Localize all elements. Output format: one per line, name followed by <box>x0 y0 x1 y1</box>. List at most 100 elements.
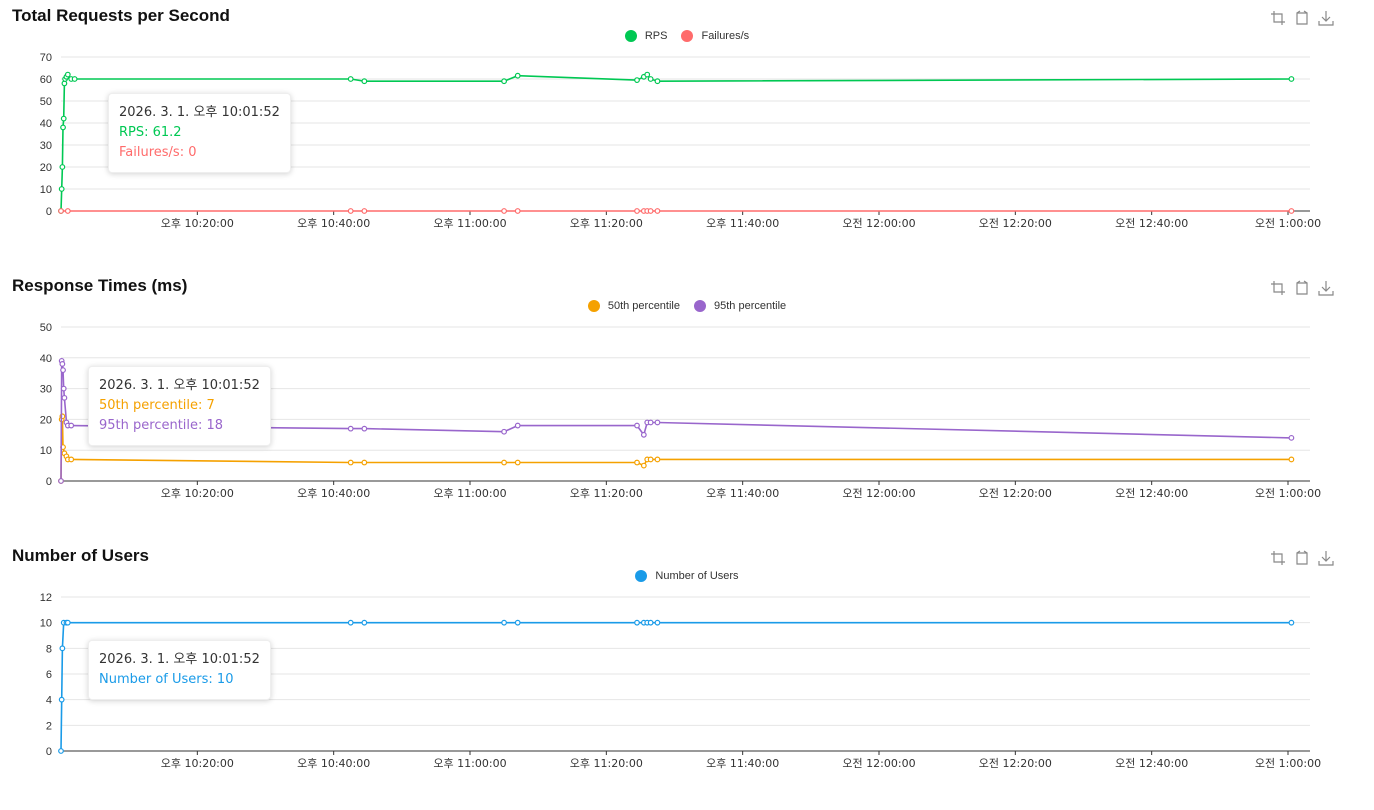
chart-title: Number of Users <box>12 546 149 565</box>
data-point <box>647 208 654 214</box>
tooltip-title: 2026. 3. 1. 오후 10:01:52 <box>99 652 260 667</box>
chart-legend: RPS Failures/s <box>0 30 1374 42</box>
y-tick-label: 10 <box>40 184 52 196</box>
data-point <box>654 619 661 626</box>
data-point <box>347 619 354 626</box>
x-tick-label: 오전 1:00:00 <box>1255 217 1321 230</box>
data-point <box>347 459 354 466</box>
data-point <box>654 419 661 426</box>
data-point <box>647 456 654 463</box>
x-tick-label: 오후 11:40:00 <box>706 487 779 500</box>
data-point <box>347 76 354 82</box>
legend-label: 95th percentile <box>714 300 787 312</box>
x-tick-label: 오전 12:40:00 <box>1115 487 1188 500</box>
data-point <box>361 208 368 214</box>
chart-title: Response Times (ms) <box>12 276 188 295</box>
x-tick-label: 오후 10:20:00 <box>161 487 234 500</box>
y-tick-label: 50 <box>40 96 52 108</box>
y-tick-label: 30 <box>40 384 52 396</box>
chart-tooltip: 2026. 3. 1. 오후 10:01:52 50th percentile:… <box>88 366 271 446</box>
chart-legend: 50th percentile 95th percentile <box>0 300 1374 312</box>
data-point <box>58 748 64 754</box>
data-point <box>634 208 640 214</box>
y-tick-label: 50 <box>40 322 52 334</box>
legend-dot <box>587 300 600 312</box>
tooltip-title: 2026. 3. 1. 오후 10:01:52 <box>119 105 280 120</box>
legend-item-failures[interactable]: Failures/s <box>681 30 749 42</box>
download-icon[interactable] <box>1318 10 1334 26</box>
y-tick-label: 20 <box>40 162 52 174</box>
data-point <box>501 459 507 466</box>
x-tick-label: 오전 12:00:00 <box>842 757 915 770</box>
zoom-reset-icon[interactable] <box>1294 280 1310 296</box>
legend-label: RPS <box>644 30 668 42</box>
data-point <box>654 78 661 85</box>
tooltip-line: Number of Users: 10 <box>99 672 234 687</box>
data-point <box>60 124 66 131</box>
data-point <box>68 456 75 463</box>
data-point <box>514 72 521 79</box>
x-tick-label: 오후 10:40:00 <box>297 487 370 500</box>
data-point <box>644 71 651 78</box>
x-tick-label: 오전 12:40:00 <box>1115 217 1188 230</box>
tooltip-line: Failures/s: 0 <box>119 145 197 160</box>
y-tick-label: 40 <box>40 118 52 130</box>
x-tick-label: 오후 11:40:00 <box>706 217 779 230</box>
data-point <box>654 208 661 214</box>
users-chart-svg[interactable]: 0 2 4 6 8 10 12 오후 10:20:00 오후 10:40:00 오후 11:00:… <box>0 540 1374 780</box>
x-tick-label: 오후 11:40:00 <box>706 757 779 770</box>
zoom-icon[interactable] <box>1270 280 1286 296</box>
x-tick-label: 오후 11:20:00 <box>570 487 643 500</box>
download-icon[interactable] <box>1318 280 1334 296</box>
legend-dot <box>624 30 637 42</box>
rps-chart-svg[interactable]: 0 10 20 30 40 50 60 70 오후 10:20:00 오후 10:40:00 오후 … <box>0 0 1374 270</box>
y-tick-label: 0 <box>46 206 52 218</box>
y-tick-label: 10 <box>40 445 52 457</box>
download-icon[interactable] <box>1318 550 1334 566</box>
zoom-reset-icon[interactable] <box>1294 550 1310 566</box>
x-tick-label: 오후 10:20:00 <box>161 757 234 770</box>
data-point <box>501 78 507 85</box>
response-times-chart-svg[interactable]: 0 10 20 30 40 50 오후 10:20:00 오후 10:40:00 오후 11:0… <box>0 270 1374 540</box>
y-tick-label: 12 <box>40 592 52 604</box>
x-tick-label: 오전 1:00:00 <box>1255 757 1321 770</box>
x-tick-label: 오전 12:20:00 <box>979 487 1052 500</box>
legend-dot <box>694 300 706 312</box>
users-chart-panel: Number of Users Number of Users 0 2 4 6 8 10 1… <box>0 540 1374 810</box>
legend-item-rps[interactable]: RPS <box>624 30 668 42</box>
y-tick-label: 30 <box>40 140 52 152</box>
data-point <box>640 462 647 469</box>
y-tick-label: 0 <box>46 476 52 488</box>
legend-item-users[interactable]: Number of Users <box>635 570 739 582</box>
x-tick-label: 오후 11:00:00 <box>433 757 506 770</box>
zoom-icon[interactable] <box>1270 550 1286 566</box>
data-point <box>647 619 654 626</box>
x-tick-label: 오후 11:20:00 <box>570 757 643 770</box>
zoom-icon[interactable] <box>1270 10 1286 26</box>
data-point <box>514 459 521 466</box>
x-tick-label: 오전 12:00:00 <box>842 487 915 500</box>
data-point <box>634 77 640 83</box>
legend-item-p95[interactable]: 95th percentile <box>694 300 786 312</box>
tooltip-line: RPS: 61.2 <box>119 125 182 140</box>
data-point <box>634 422 640 429</box>
y-tick-label: 40 <box>40 353 52 365</box>
data-point <box>361 425 368 432</box>
data-point <box>514 208 521 214</box>
data-point <box>64 208 71 214</box>
data-point <box>60 115 67 122</box>
legend-label: Number of Users <box>655 570 739 582</box>
x-tick-label: 오후 10:20:00 <box>161 217 234 230</box>
zoom-reset-icon[interactable] <box>1294 10 1310 26</box>
y-tick-label: 20 <box>40 414 52 426</box>
y-tick-label: 60 <box>40 74 52 86</box>
data-point <box>1288 434 1295 441</box>
data-point <box>1288 619 1295 626</box>
y-tick-label: 8 <box>46 643 52 655</box>
x-tick-label: 오후 11:00:00 <box>433 487 506 500</box>
data-point <box>514 619 521 626</box>
x-tick-label: 오전 1:00:00 <box>1255 487 1321 500</box>
rps-chart-panel: Total Requests per Second RPS Failures/s… <box>0 0 1374 270</box>
legend-item-p50[interactable]: 50th percentile <box>587 300 680 312</box>
data-point <box>71 76 78 82</box>
